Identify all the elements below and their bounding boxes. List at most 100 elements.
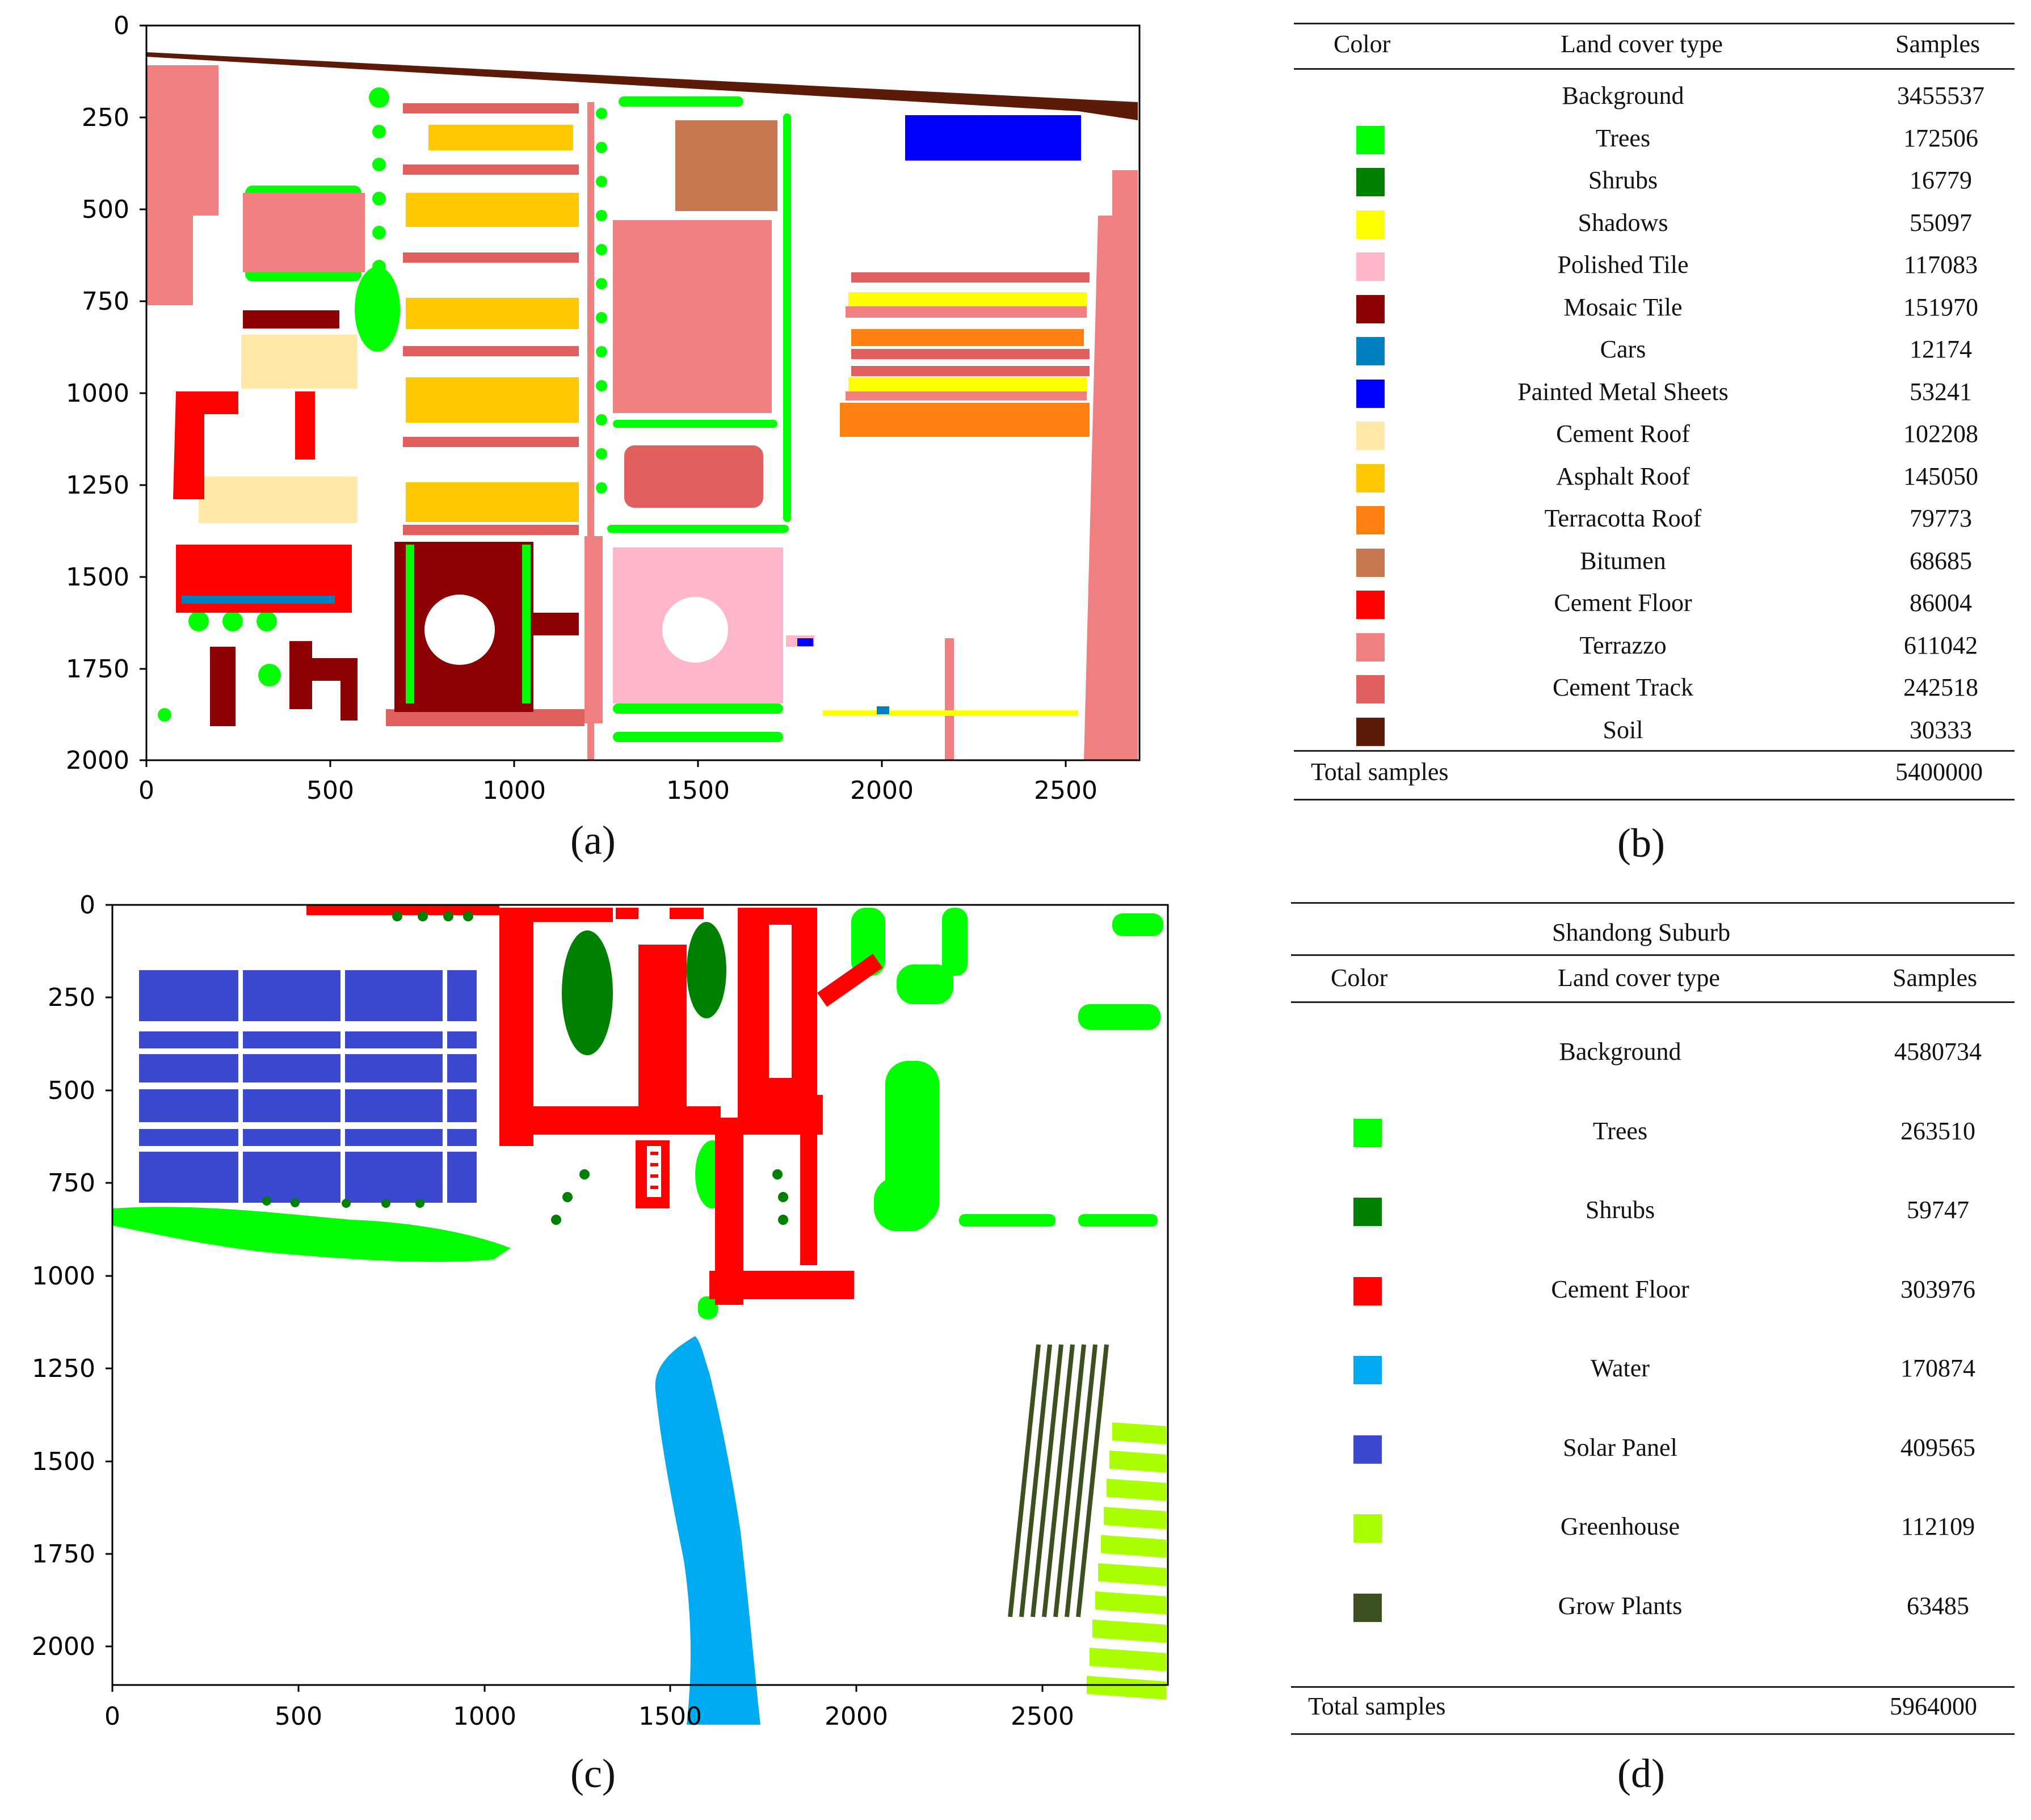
map-c-ytick-1: 250 [48, 983, 95, 1012]
map-a-yticks: 0 250 500 750 1000 1250 1500 1750 2000 [66, 11, 146, 775]
map-c-xtick-5: 2500 [1011, 1702, 1074, 1731]
table-b-row: Cement Floor 86004 [1294, 584, 2015, 626]
color-swatch [1356, 591, 1385, 619]
table-b-bottom-rule [1294, 799, 2015, 801]
table-d-row: Trees 263510 [1291, 1112, 2015, 1154]
land-cover-type: Cement Track [1552, 673, 1694, 701]
table-d-bottom-rule [1291, 1733, 2015, 1735]
map-c-ytick-7: 1750 [32, 1540, 95, 1569]
sample-count: 263510 [1900, 1117, 1975, 1145]
map-c-ytick-3: 750 [48, 1169, 95, 1198]
land-cover-type: Asphalt Roof [1556, 462, 1690, 490]
color-swatch [1356, 125, 1385, 154]
land-cover-type: Greenhouse [1560, 1513, 1680, 1540]
map-a-xtick-5: 2500 [1034, 776, 1098, 805]
sample-count: 63485 [1907, 1591, 1969, 1620]
table-d-top-rule [1291, 902, 2015, 904]
map-c-xtick-1: 500 [275, 1702, 322, 1731]
table-b-row: Cement Track 242518 [1294, 668, 2015, 710]
land-cover-type: Terracotta Roof [1544, 504, 1702, 532]
land-cover-type: Soil [1603, 715, 1643, 744]
color-swatch [1353, 1118, 1382, 1147]
table-b-total-label: Total samples [1311, 758, 1449, 786]
color-swatch [1353, 1356, 1382, 1384]
map-a-ytick-5: 1250 [66, 471, 129, 500]
land-cover-type: Trees [1595, 124, 1651, 152]
color-swatch [1356, 252, 1385, 281]
map-a-xtick-0: 0 [138, 776, 154, 805]
sample-count: 172506 [1903, 124, 1978, 152]
color-swatch [1353, 1198, 1382, 1226]
table-d-row: Cement Floor 303976 [1291, 1270, 2015, 1312]
table-b-row: Trees 172506 [1294, 119, 2015, 161]
table-b-total-rule [1294, 750, 2015, 752]
map-c-image [112, 905, 1166, 1725]
sample-count: 16779 [1910, 166, 1972, 194]
table-d-row: Background 4580734 [1291, 1033, 2015, 1075]
land-cover-type: Terrazzo [1579, 631, 1667, 659]
map-a-xtick-1: 500 [306, 776, 354, 805]
land-cover-type: Shrubs [1588, 166, 1658, 194]
table-b-row: Soil 30333 [1294, 711, 2015, 753]
map-a: 0 250 500 750 1000 1250 1500 1750 2000 0… [66, 11, 1141, 805]
table-d-row: Shrubs 59747 [1291, 1191, 2015, 1233]
sample-count: 102208 [1903, 420, 1978, 448]
sample-count: 4580734 [1894, 1038, 1982, 1065]
land-cover-type: Shrubs [1585, 1196, 1655, 1224]
map-c-xtick-2: 1000 [453, 1702, 516, 1731]
color-swatch [1356, 379, 1385, 408]
map-a-xtick-3: 1500 [666, 776, 730, 805]
land-cover-type: Water [1591, 1354, 1650, 1382]
sample-count: 117083 [1903, 251, 1978, 279]
land-cover-type: Cars [1600, 335, 1646, 363]
table-d-header-samples: Samples [1893, 964, 1978, 992]
sample-count: 55097 [1910, 208, 1972, 237]
land-cover-type: Cement Roof [1556, 420, 1690, 448]
color-swatch [1353, 1276, 1382, 1305]
table-b-header-color: Color [1334, 30, 1391, 58]
table-d-row: Solar Panel 409565 [1291, 1429, 2015, 1471]
land-cover-type: Solar Panel [1563, 1433, 1677, 1461]
color-swatch [1356, 675, 1385, 703]
table-d-row: Grow Plants 63485 [1291, 1587, 2015, 1629]
table-b-row: Polished Tile 117083 [1294, 246, 2015, 288]
table-b-row: Terrazzo 611042 [1294, 626, 2015, 668]
sample-count: 86004 [1910, 589, 1972, 617]
sample-count: 68685 [1910, 546, 1972, 575]
land-cover-type: Mosaic Tile [1563, 293, 1683, 321]
color-swatch [1353, 1514, 1382, 1543]
table-b-header-rule [1294, 68, 2015, 70]
map-a-xticks: 0 500 1000 1500 2000 2500 [138, 760, 1098, 805]
table-b-row: Mosaic Tile 151970 [1294, 288, 2015, 330]
land-cover-type: Bitumen [1580, 546, 1666, 575]
map-c-frame [111, 904, 1169, 1686]
table-b: Color Land cover type Samples Background… [1294, 23, 2015, 806]
table-b-header-samples: Samples [1895, 30, 1980, 58]
map-a-xtick-2: 1000 [482, 776, 546, 805]
caption-a: (a) [570, 818, 616, 863]
land-cover-type: Grow Plants [1558, 1591, 1683, 1620]
color-swatch [1356, 294, 1385, 323]
map-c-ytick-8: 2000 [32, 1632, 95, 1661]
map-a-ytick-7: 1750 [66, 655, 129, 684]
land-cover-type: Trees [1592, 1117, 1648, 1145]
sample-count: 112109 [1900, 1513, 1975, 1540]
map-c-ytick-6: 1500 [32, 1447, 95, 1476]
sample-count: 12174 [1910, 335, 1972, 363]
table-b-row: Painted Metal Sheets 53241 [1294, 373, 2015, 415]
color-swatch [1353, 1593, 1382, 1622]
map-c-ytick-5: 1250 [32, 1354, 95, 1383]
table-b-row: Shadows 55097 [1294, 204, 2015, 246]
table-b-row: Asphalt Roof 145050 [1294, 457, 2015, 499]
map-a-ytick-1: 250 [82, 103, 129, 132]
land-cover-type: Painted Metal Sheets [1517, 377, 1729, 406]
sample-count: 303976 [1900, 1275, 1975, 1303]
table-d-total-label: Total samples [1308, 1692, 1446, 1720]
table-b-total-value: 5400000 [1895, 758, 1983, 786]
map-c-xticks: 0 500 1000 1500 2000 2500 [104, 1685, 1074, 1731]
land-cover-type: Background [1559, 1038, 1681, 1065]
sample-count: 611042 [1903, 631, 1978, 659]
sample-count: 59747 [1907, 1196, 1969, 1224]
table-d-header-type: Land cover type [1558, 964, 1720, 992]
color-swatch [1356, 633, 1385, 662]
